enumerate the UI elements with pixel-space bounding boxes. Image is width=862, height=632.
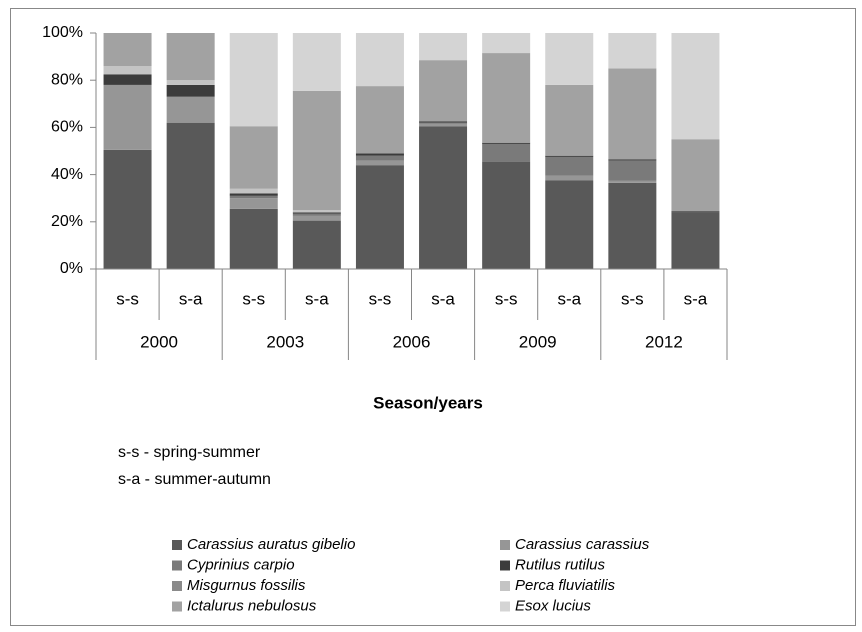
bar-segment — [166, 96, 215, 123]
bar-segment — [229, 198, 278, 209]
bar-segment — [229, 208, 278, 269]
legend-label: Esox lucius — [515, 597, 591, 614]
group-label: 2009 — [519, 332, 557, 351]
bar-segment — [292, 210, 341, 213]
bar-segment — [103, 84, 152, 150]
bar-segment — [482, 33, 531, 54]
bar-segment — [671, 212, 720, 269]
x-tick-label: s-a — [431, 289, 455, 308]
x-tick-label: s-s — [116, 289, 139, 308]
bar-segment — [229, 195, 278, 199]
bar-segment — [229, 193, 278, 196]
bar-segment — [419, 60, 468, 122]
annotation: s-s - spring-summer — [118, 444, 261, 461]
bar-segment — [166, 122, 215, 270]
bar-segment — [229, 126, 278, 189]
bar-segment — [166, 84, 215, 97]
legend-swatch — [172, 540, 182, 550]
bar-segment — [355, 33, 404, 87]
bar-segment — [103, 149, 152, 269]
legend-swatch — [500, 560, 510, 571]
bar-segment — [292, 212, 341, 214]
bar-segment — [545, 175, 594, 181]
legend-swatch — [500, 581, 510, 591]
bar-segment — [482, 53, 531, 143]
bar-segment — [419, 123, 468, 127]
x-tick-label: s-a — [179, 289, 203, 308]
y-tick-label: 100% — [42, 24, 83, 41]
bar-segment — [545, 156, 594, 176]
bar-segment — [545, 33, 594, 85]
legend-label: Perca fluviatilis — [515, 577, 616, 594]
bar-segment — [608, 180, 657, 183]
bar-segment — [103, 66, 152, 75]
bar-segment — [229, 188, 278, 194]
bar-segment — [103, 33, 152, 67]
x-tick-label: s-s — [242, 289, 265, 308]
legend-label: Carassius auratus gibelio — [187, 536, 355, 553]
bar-segment — [292, 213, 341, 216]
bar-segment — [608, 182, 657, 269]
y-tick-label: 60% — [51, 119, 83, 136]
bar-segment — [482, 142, 531, 144]
bar-segment — [292, 220, 341, 269]
bar-segment — [608, 159, 657, 161]
legend-label: Carassius carassius — [515, 536, 650, 553]
bar-segment — [355, 160, 404, 166]
bar-segment — [355, 155, 404, 161]
legend-label: Misgurnus fossilis — [187, 577, 306, 594]
bar-segment — [292, 90, 341, 210]
bar-segment — [545, 155, 594, 157]
x-axis-label: Season/years — [373, 393, 483, 412]
legend-swatch — [172, 601, 182, 612]
group-label: 2012 — [645, 332, 683, 351]
bar-segment — [671, 211, 720, 213]
x-tick-label: s-s — [495, 289, 518, 308]
x-tick-label: s-a — [557, 289, 581, 308]
x-tick-label: s-s — [369, 289, 392, 308]
x-tick-label: s-s — [621, 289, 644, 308]
bar-segment — [419, 126, 468, 269]
legend-label: Ictalurus nebulosus — [187, 597, 317, 614]
y-tick-label: 20% — [51, 213, 83, 230]
bar-segment — [671, 139, 720, 212]
bar-segment — [292, 215, 341, 221]
bar-segment — [355, 153, 404, 156]
bar-segment — [292, 33, 341, 91]
legend-label: Rutilus rutilus — [515, 556, 606, 573]
bar-segment — [482, 161, 531, 269]
x-tick-label: s-a — [684, 289, 708, 308]
group-label: 2003 — [266, 332, 304, 351]
bar-segment — [545, 180, 594, 269]
x-tick-label: s-a — [305, 289, 329, 308]
bar-segment — [419, 122, 468, 124]
bar-segment — [229, 33, 278, 127]
y-tick-label: 80% — [51, 71, 83, 88]
legend-swatch — [172, 560, 182, 571]
legend-swatch — [500, 601, 510, 612]
bar-segment — [355, 86, 404, 154]
bar-segment — [671, 33, 720, 140]
bar-segment — [103, 74, 152, 85]
legend-swatch — [172, 581, 182, 591]
bar-segment — [355, 165, 404, 269]
bar-segment — [608, 68, 657, 160]
bar-segment — [608, 33, 657, 69]
y-tick-label: 0% — [60, 260, 83, 277]
bar-segment — [482, 143, 531, 162]
bar-segment — [419, 121, 468, 123]
group-label: 2000 — [140, 332, 178, 351]
annotation: s-a - summer-autumn — [118, 471, 271, 488]
legend-label: Cyprinius carpio — [187, 556, 295, 573]
bar-segment — [166, 33, 215, 81]
y-tick-label: 40% — [51, 166, 83, 183]
bar-segment — [419, 33, 468, 61]
bar-segment — [545, 84, 594, 156]
bar-segment — [608, 160, 657, 181]
bar-segment — [166, 80, 215, 85]
legend-swatch — [500, 540, 510, 550]
group-label: 2006 — [393, 332, 431, 351]
